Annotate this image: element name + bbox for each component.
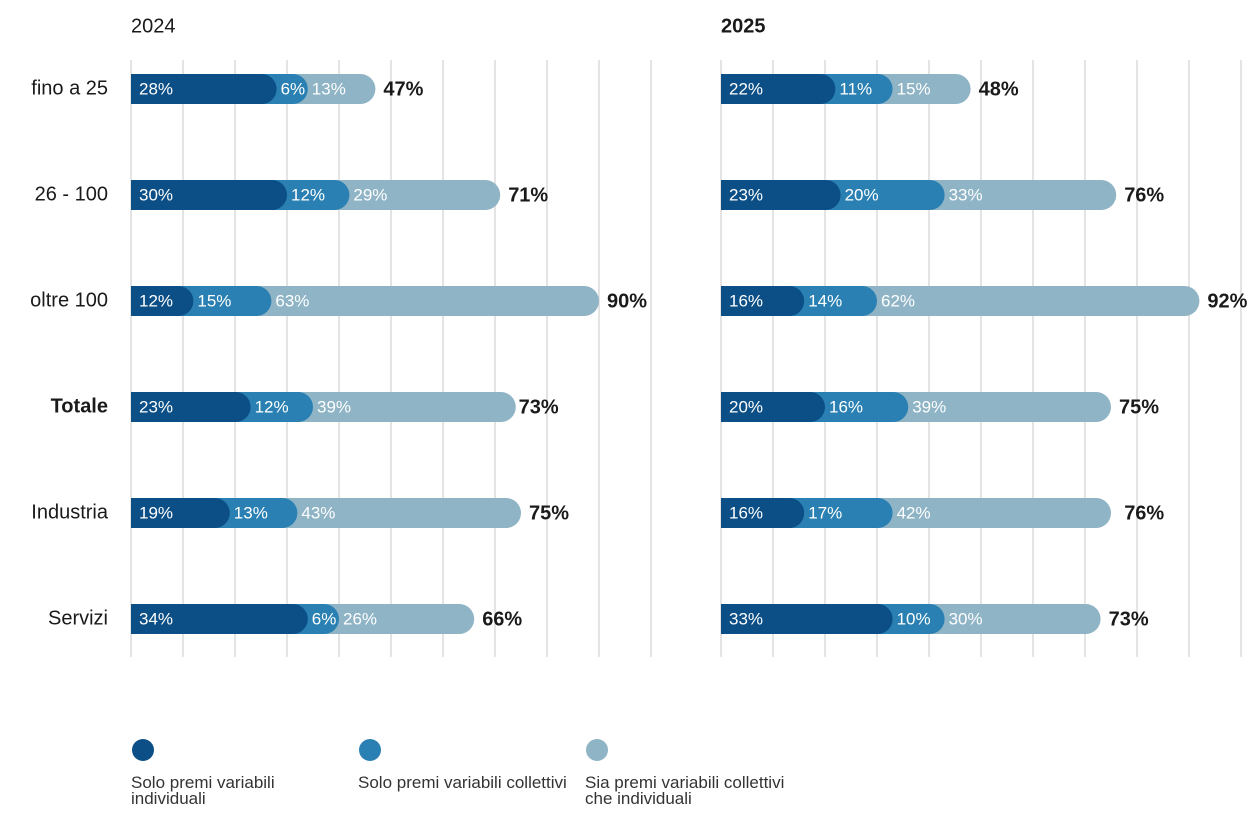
bar-segment (862, 286, 1200, 316)
bar-segment (810, 392, 909, 422)
segment-label: 30% (949, 609, 983, 628)
bar-segment (789, 498, 893, 528)
segment-label: 43% (301, 503, 335, 522)
bar-segment (820, 74, 893, 104)
segment-label: 12% (291, 185, 325, 204)
bar-segment (721, 392, 825, 422)
bar-segment (721, 498, 805, 528)
category-label: 26 - 100 (35, 183, 108, 205)
segment-label: 16% (729, 291, 763, 310)
segment-label: 33% (949, 185, 983, 204)
total-label: 75% (529, 502, 569, 524)
segment-label: 13% (312, 79, 346, 98)
total-label: 76% (1124, 502, 1164, 524)
bar-segment (929, 180, 1117, 210)
bar-segment (877, 604, 945, 634)
segment-label: 20% (845, 185, 879, 204)
bar-segment (131, 498, 230, 528)
segment-label: 34% (139, 609, 173, 628)
segment-label: 28% (139, 79, 173, 98)
segment-label: 23% (729, 185, 763, 204)
segment-label: 16% (829, 397, 863, 416)
bar-segment (272, 180, 350, 210)
segment-label: 11% (839, 79, 872, 98)
bar-segment (131, 604, 308, 634)
segment-label: 42% (897, 503, 931, 522)
legend-swatch (132, 739, 154, 761)
segment-label: 14% (808, 291, 842, 310)
segment-label: 10% (897, 609, 931, 628)
category-label: oltre 100 (30, 289, 108, 311)
bar-segment (235, 392, 313, 422)
segment-label: 33% (729, 609, 763, 628)
legend-label: Solo premi variabili individuali (131, 773, 275, 808)
bar-segment (893, 392, 1111, 422)
total-label: 90% (607, 290, 647, 312)
category-label: Servizi (48, 607, 108, 629)
bar-segment (131, 74, 277, 104)
segment-label: 39% (317, 397, 351, 416)
legend-swatch (359, 739, 381, 761)
bar-segment (825, 180, 945, 210)
segment-label: 16% (729, 503, 763, 522)
total-label: 48% (979, 78, 1019, 100)
total-label: 71% (508, 184, 548, 206)
bar-segment (178, 286, 272, 316)
segment-label: 19% (139, 503, 173, 522)
bar-segment (929, 604, 1101, 634)
legend-swatch (586, 739, 608, 761)
total-label: 76% (1124, 184, 1164, 206)
category-label: Totale (51, 395, 108, 417)
legend-label: Sia premi variabili collettivi che indiv… (585, 773, 785, 808)
bar-segment (131, 392, 251, 422)
bar-segment (721, 604, 893, 634)
segment-label: 39% (912, 397, 946, 416)
segment-label: 13% (234, 503, 268, 522)
bar-segment (131, 286, 194, 316)
segment-label: 12% (139, 291, 173, 310)
total-label: 66% (482, 608, 522, 630)
bar-segment (721, 180, 841, 210)
segment-label: 6% (281, 79, 306, 98)
segment-label: 29% (353, 185, 387, 204)
bar-segment (334, 180, 501, 210)
total-label: 73% (519, 396, 559, 418)
total-label: 75% (1119, 396, 1159, 418)
bar-segment (789, 286, 877, 316)
total-label: 73% (1109, 608, 1149, 630)
bar-segment (298, 392, 516, 422)
segment-label: 22% (729, 79, 763, 98)
segment-label: 30% (139, 185, 173, 204)
segment-label: 23% (139, 397, 173, 416)
segment-label: 15% (197, 291, 231, 310)
segment-label: 63% (275, 291, 309, 310)
bar-segment (256, 286, 599, 316)
segment-label: 12% (255, 397, 289, 416)
bar-segment (214, 498, 298, 528)
bar-segment (877, 74, 971, 104)
legend-label: Solo premi variabili collettivi (358, 773, 567, 792)
segment-label: 15% (897, 79, 931, 98)
total-label: 47% (383, 78, 423, 100)
bar-segment (721, 286, 805, 316)
bar-segment (721, 74, 836, 104)
segment-label: 6% (312, 609, 337, 628)
category-label: Industria (31, 501, 109, 523)
segment-label: 26% (343, 609, 377, 628)
segment-label: 62% (881, 291, 915, 310)
segment-label: 20% (729, 397, 763, 416)
category-label: fino a 25 (31, 77, 108, 99)
bar-segment (282, 498, 521, 528)
panel-title: 2025 (721, 15, 766, 37)
bar-segment (131, 180, 287, 210)
total-label: 92% (1207, 290, 1247, 312)
bar-segment (292, 74, 376, 104)
bar-segment (877, 498, 1111, 528)
bar-segment (324, 604, 475, 634)
segment-label: 17% (808, 503, 842, 522)
panel-title: 2024 (131, 15, 176, 37)
